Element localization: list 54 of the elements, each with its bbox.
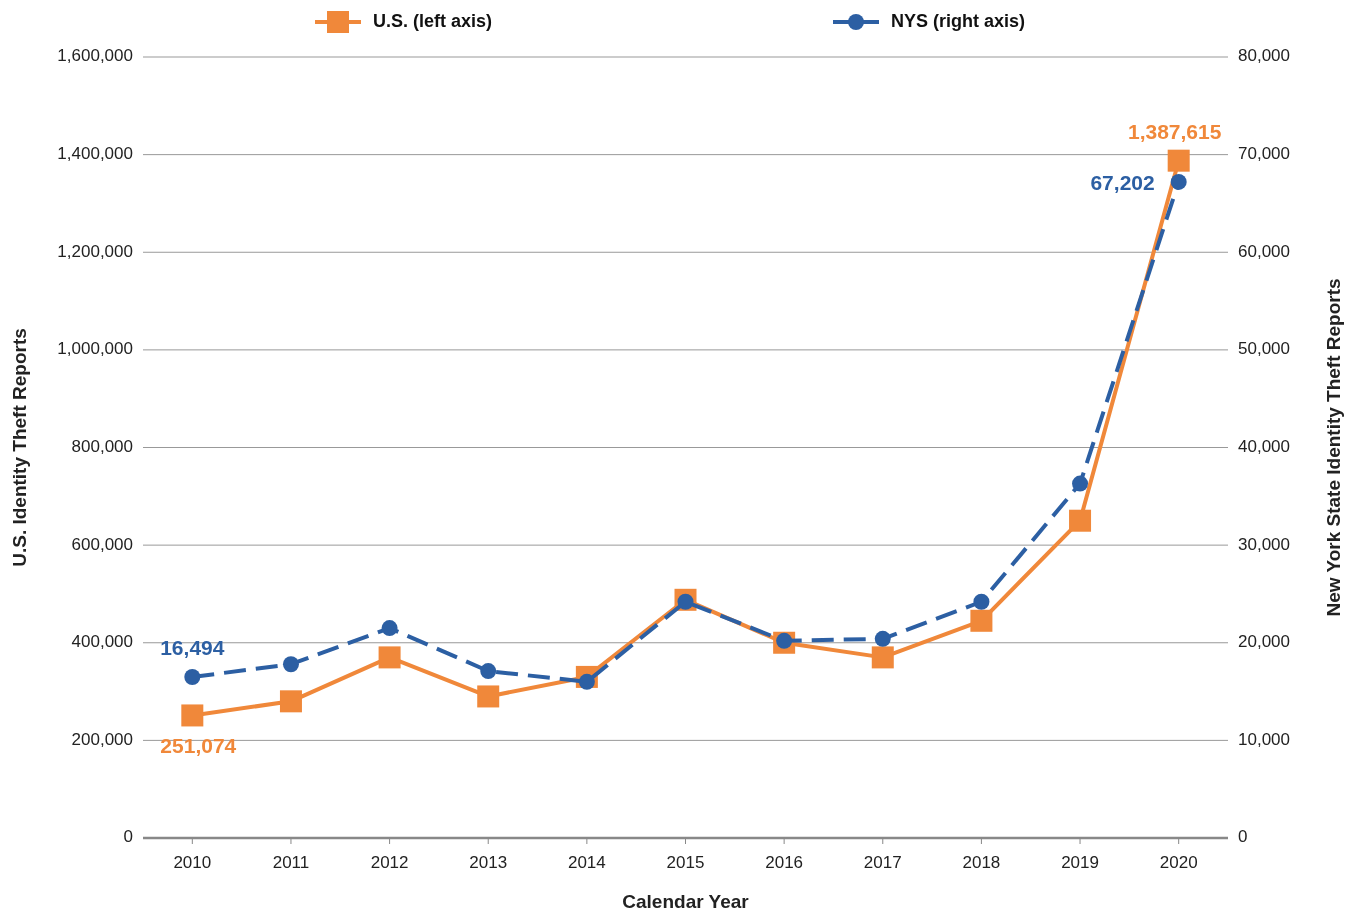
x-tick-label: 2015 [666,853,705,872]
y2-tick-label: 30,000 [1238,534,1290,554]
y2-tick-label: 50,000 [1238,339,1290,359]
y-tick-label: 0 [123,827,133,847]
x-tick-label: 2017 [863,853,902,872]
y-tick-label: 800,000 [71,436,133,456]
y-tick-label: 400,000 [71,632,133,652]
x-tick-label: 2018 [962,853,1001,872]
x-tick-label: 2013 [469,853,508,872]
x-tick-label: 2014 [567,853,606,872]
y2-tick-label: 60,000 [1238,241,1290,261]
x-tick-label: 2019 [1061,853,1099,872]
data-label: 251,074 [160,734,237,758]
data-label: 1,387,615 [1127,119,1222,143]
point [973,593,990,610]
y-tick-label: 1,400,000 [57,144,133,164]
point [871,646,894,669]
point [181,704,204,727]
x-axis-title: Calendar Year [622,891,750,912]
y2-tick-label: 40,000 [1238,436,1290,456]
y2-tick-label: 80,000 [1238,46,1290,66]
y-tick-label: 200,000 [71,729,133,749]
legend-label: NYS (right axis) [891,10,1026,31]
point [279,690,302,713]
y-tick-label: 1,000,000 [57,339,133,359]
x-tick-label: 2011 [272,853,310,872]
point [184,668,201,685]
y2-tick-label: 0 [1238,827,1248,847]
point [378,646,401,669]
y2-tick-label: 10,000 [1238,729,1290,749]
y-tick-label: 1,600,000 [57,46,133,66]
point [1072,475,1089,492]
y-tick-label: 600,000 [71,534,133,554]
y-tick-label: 1,200,000 [57,241,133,261]
point [1170,173,1187,190]
point [282,656,299,673]
point [477,685,500,708]
point [1069,509,1092,532]
legend-label: U.S. (left axis) [373,10,493,31]
y2-tick-label: 70,000 [1238,144,1290,164]
data-label: 67,202 [1090,170,1155,194]
x-tick-label: 2012 [370,853,409,872]
data-label: 16,494 [160,635,225,659]
point [1167,149,1190,172]
point [381,620,398,637]
y2-tick-label: 20,000 [1238,632,1290,652]
y-axis-title: U.S. Identity Theft Reports [9,328,30,567]
x-tick-label: 2016 [765,853,804,872]
point [970,609,993,632]
y2-axis-title: New York State Identity Theft Reports [1323,278,1344,617]
x-tick-label: 2010 [173,853,212,872]
point [480,663,497,680]
point [874,630,891,647]
x-tick-label: 2020 [1159,853,1198,872]
